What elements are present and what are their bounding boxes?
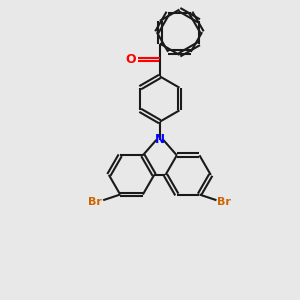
Text: O: O	[126, 53, 136, 66]
Text: N: N	[155, 133, 165, 146]
Text: Br: Br	[218, 197, 231, 208]
Text: Br: Br	[88, 197, 102, 208]
